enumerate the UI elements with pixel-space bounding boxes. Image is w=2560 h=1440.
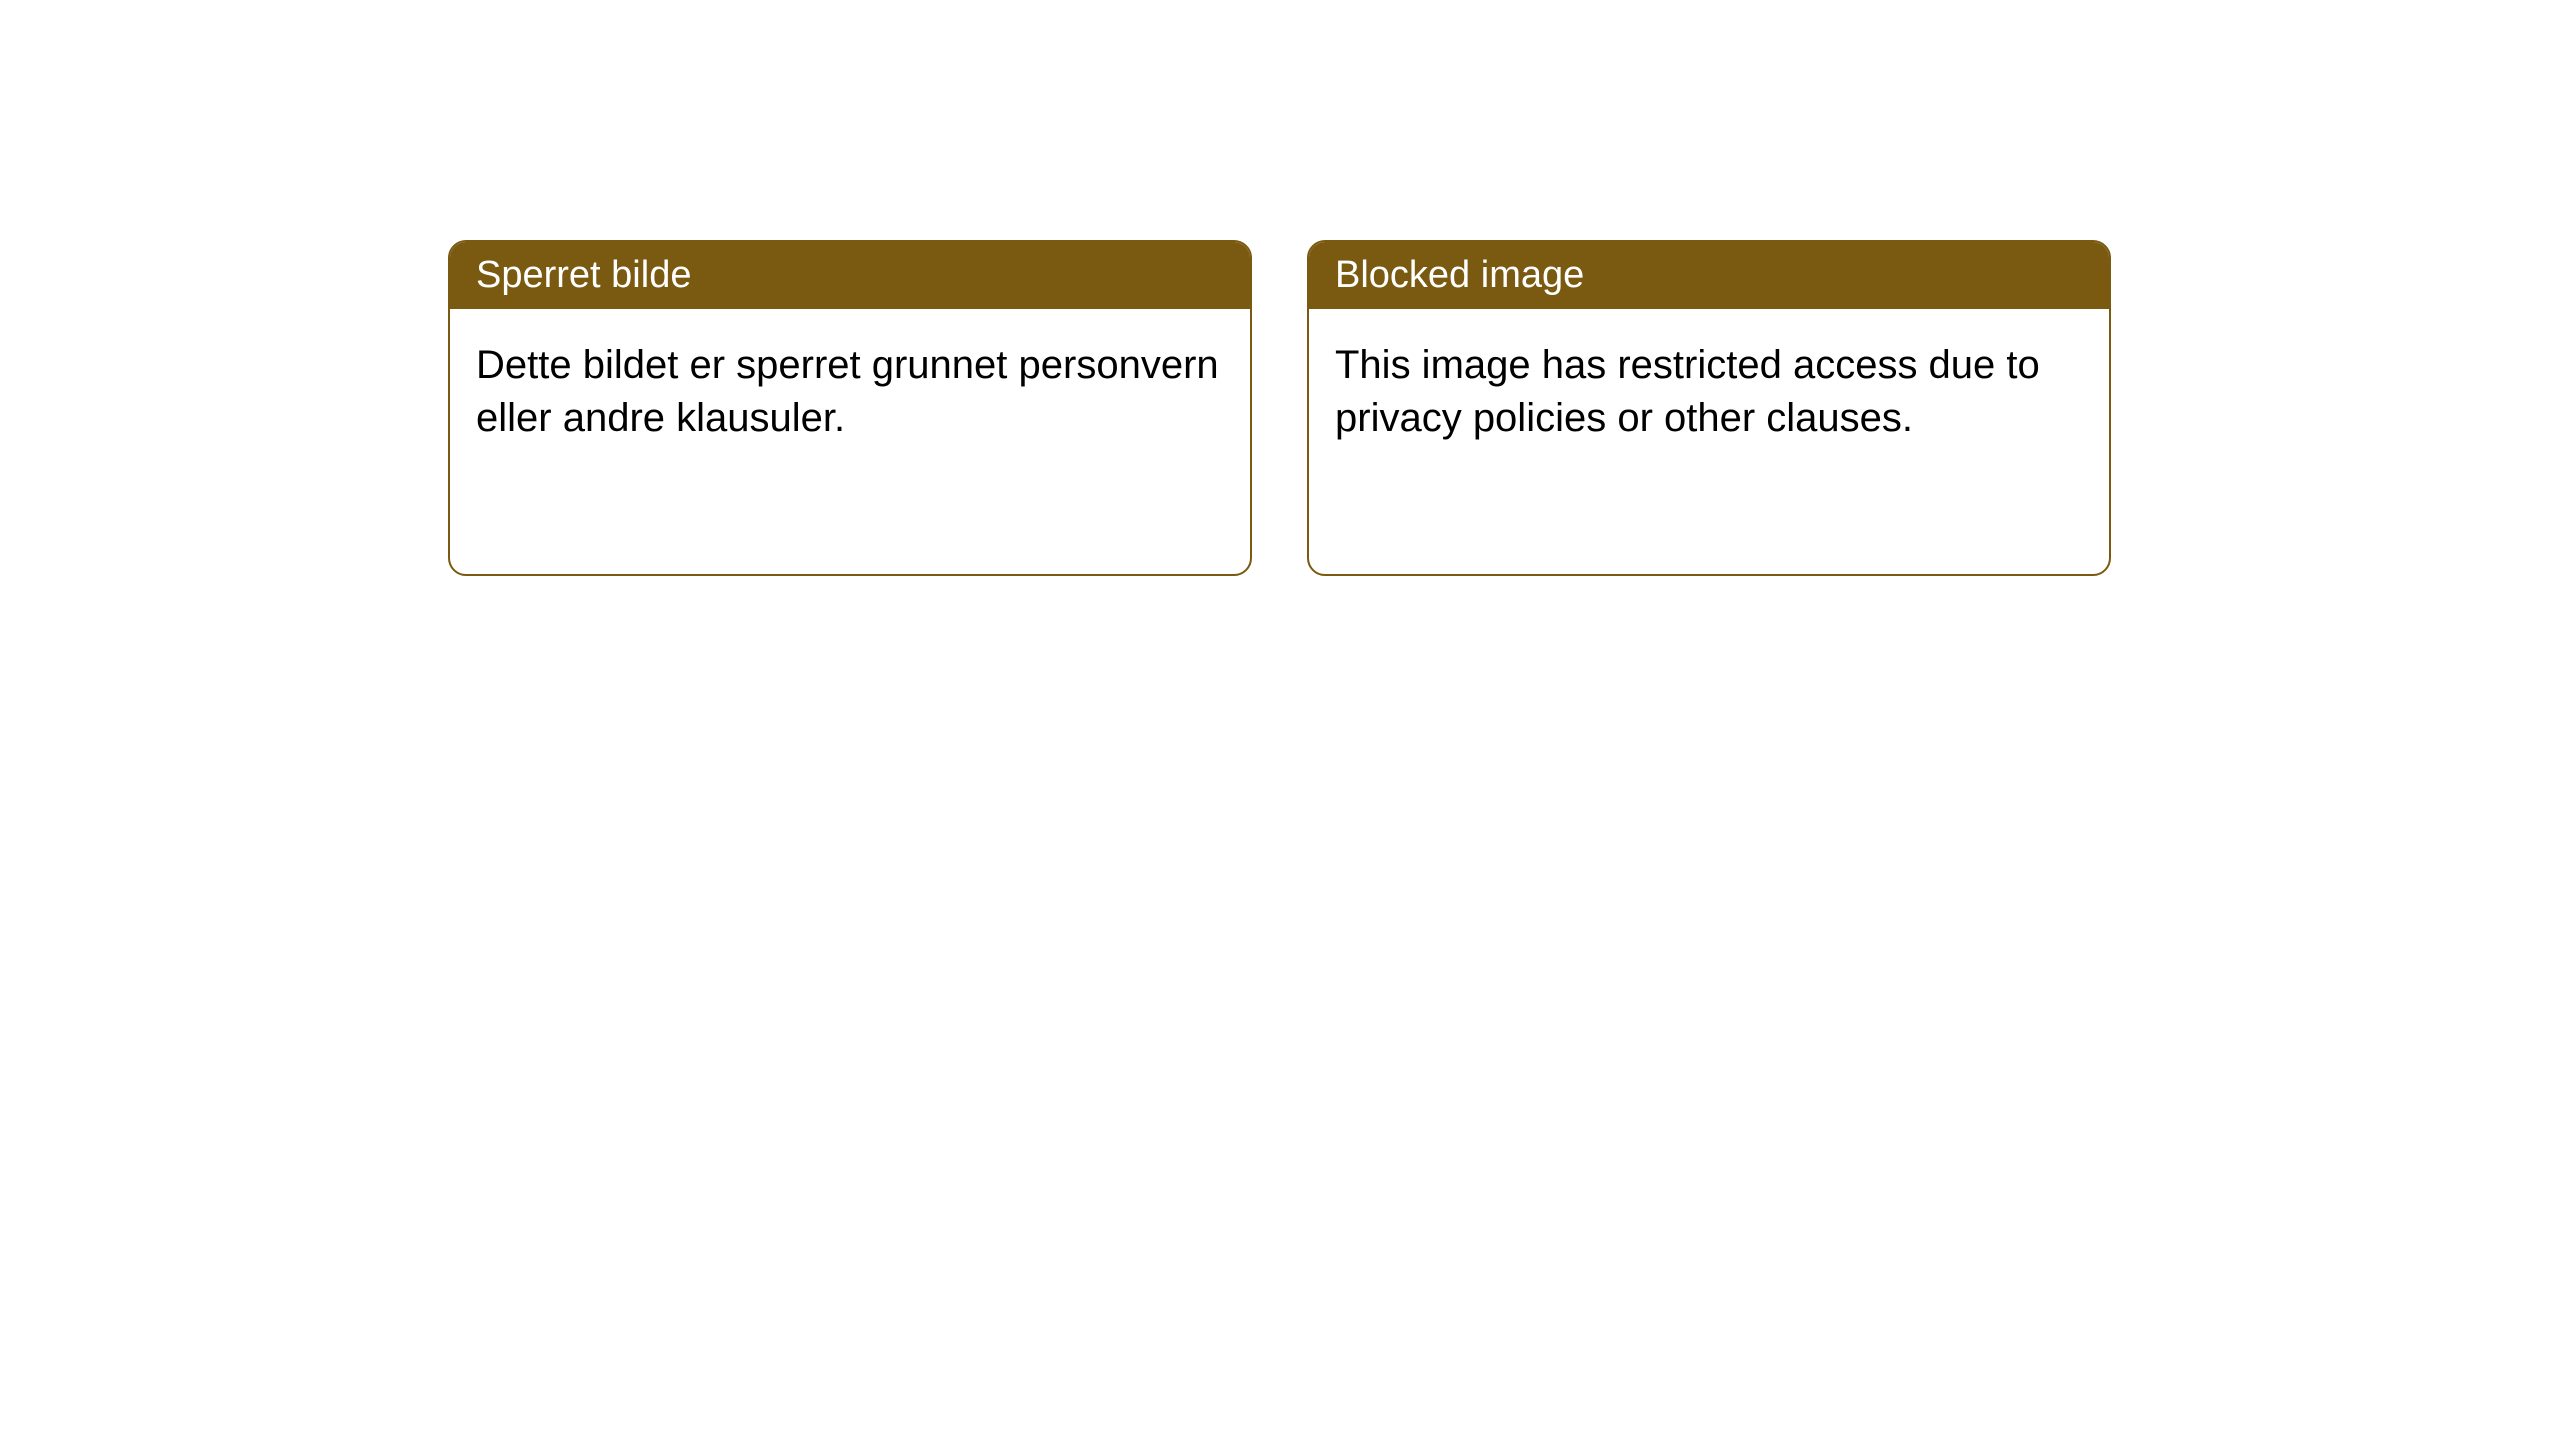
card-header: Blocked image (1309, 242, 2109, 309)
card-body-text: Dette bildet er sperret grunnet personve… (476, 343, 1219, 440)
card-header: Sperret bilde (450, 242, 1250, 309)
info-cards-container: Sperret bilde Dette bildet er sperret gr… (448, 240, 2111, 576)
card-body-text: This image has restricted access due to … (1335, 343, 2040, 440)
info-card-norwegian: Sperret bilde Dette bildet er sperret gr… (448, 240, 1252, 576)
card-body: Dette bildet er sperret grunnet personve… (450, 309, 1250, 475)
info-card-english: Blocked image This image has restricted … (1307, 240, 2111, 576)
card-title: Sperret bilde (476, 254, 691, 296)
card-body: This image has restricted access due to … (1309, 309, 2109, 475)
card-title: Blocked image (1335, 254, 1584, 296)
